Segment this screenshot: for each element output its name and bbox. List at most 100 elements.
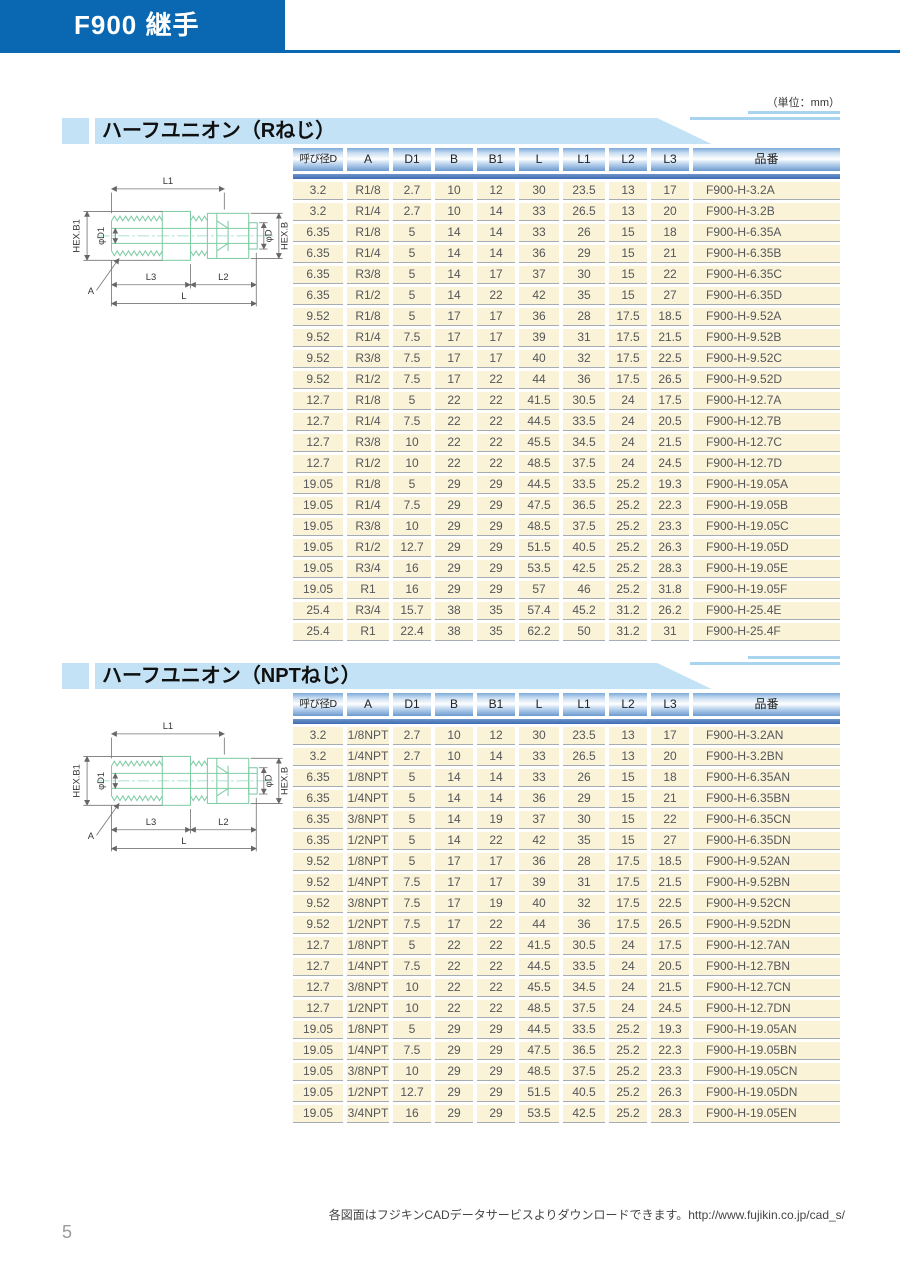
table-cell: F900-H-19.05B (693, 497, 840, 515)
table-cell: 7.5 (393, 350, 431, 368)
column-header: L2 (609, 148, 647, 171)
table-cell: 31.8 (651, 581, 689, 599)
table-cell: 19 (477, 895, 515, 913)
table-cell: 6.35 (293, 832, 343, 850)
table-cell: 22 (477, 371, 515, 389)
table-cell: 26.5 (651, 916, 689, 934)
table-cell: 10 (435, 727, 473, 745)
table-cell: 29 (477, 1105, 515, 1123)
table-cell: 10 (393, 979, 431, 997)
table-cell: 44.5 (519, 413, 559, 431)
table-cell: 17.5 (609, 329, 647, 347)
table-cell: 34.5 (563, 434, 605, 452)
table-cell: 45.5 (519, 979, 559, 997)
table-cell: F900-H-3.2BN (693, 748, 840, 766)
table-cell: 14 (435, 790, 473, 808)
table-cell: 35 (477, 623, 515, 641)
table-cell: 26.2 (651, 602, 689, 620)
column-header: L3 (651, 148, 689, 171)
table-cell: 15 (609, 811, 647, 829)
table-cell: 6.35 (293, 245, 343, 263)
table-cell: 29 (435, 1084, 473, 1102)
table-cell: 26.5 (651, 371, 689, 389)
spec-table-r: 呼び径D A D1 B B1 L L1 L2 L3 品番 3.2 R1/8 2.7 10 12 30 23.5 1… (293, 148, 840, 641)
table-cell: 28.3 (651, 560, 689, 578)
table-cell: 22 (477, 434, 515, 452)
table-cell: 5 (393, 224, 431, 242)
table-cell: 36 (519, 853, 559, 871)
table-cell: 21.5 (651, 329, 689, 347)
table-cell: F900-H-19.05EN (693, 1105, 840, 1123)
banner-gap (89, 118, 95, 144)
table-cell: F900-H-25.4F (693, 623, 840, 641)
table-cell: 23.5 (563, 182, 605, 200)
table-cell: 7.5 (393, 371, 431, 389)
table-cell: 29 (477, 518, 515, 536)
table-cell: F900-H-19.05E (693, 560, 840, 578)
column-header: 呼び径D (293, 693, 343, 716)
table-cell: R1/2 (347, 539, 389, 557)
table-cell: 23.3 (651, 518, 689, 536)
table-cell: 15 (609, 769, 647, 787)
table-cell: 24 (609, 413, 647, 431)
table-cell: 24.5 (651, 455, 689, 473)
table-cell: 21.5 (651, 979, 689, 997)
column-header: B1 (477, 693, 515, 716)
table-cell: 26.5 (563, 748, 605, 766)
table-cell: 29 (477, 1042, 515, 1060)
table-cell: 12.7 (293, 937, 343, 955)
table-cell: 1/8NPT (347, 937, 389, 955)
table-cell: 39 (519, 329, 559, 347)
dim-label-hexb: HEX.B (278, 767, 289, 795)
table-cell: 5 (393, 308, 431, 326)
table-cell: 3/8NPT (347, 895, 389, 913)
table-cell: 29 (435, 476, 473, 494)
table-cell: F900-H-19.05F (693, 581, 840, 599)
table-cell: 24 (609, 937, 647, 955)
table-cell: 31 (651, 623, 689, 641)
dim-label-l3: L3 (146, 816, 156, 827)
table-cell: 2.7 (393, 182, 431, 200)
table-cell: 40 (519, 895, 559, 913)
dim-label-l: L (181, 835, 186, 846)
table-cell: 44 (519, 371, 559, 389)
table-cell: 14 (435, 245, 473, 263)
table-cell: 29 (477, 581, 515, 599)
table-cell: F900-H-9.52AN (693, 853, 840, 871)
table-cell: 20.5 (651, 958, 689, 976)
table-cell: 17 (435, 371, 473, 389)
table-cell: 6.35 (293, 790, 343, 808)
table-cell: 14 (435, 769, 473, 787)
table-cell: 9.52 (293, 329, 343, 347)
table-cell: 27 (651, 832, 689, 850)
table-cell: 33.5 (563, 476, 605, 494)
table-cell: 17 (435, 853, 473, 871)
table-cell: 6.35 (293, 266, 343, 284)
table-cell: 1/4NPT (347, 1042, 389, 1060)
banner-stripe (690, 117, 840, 120)
table-cell: F900-H-9.52BN (693, 874, 840, 892)
table-cell: 24 (609, 958, 647, 976)
dim-label-l: L (181, 290, 186, 301)
table-cell: 5 (393, 1021, 431, 1039)
table-cell: 29 (477, 476, 515, 494)
table-cell: 10 (435, 182, 473, 200)
table-cell: 3/4NPT (347, 1105, 389, 1123)
table-cell: 35 (563, 287, 605, 305)
dim-label-hexb: HEX.B (278, 222, 289, 250)
table-cell: 19.05 (293, 497, 343, 515)
table-cell: 29 (477, 560, 515, 578)
table-cell: 17 (435, 329, 473, 347)
table-cell: 5 (393, 937, 431, 955)
table-cell: 19.3 (651, 476, 689, 494)
section-title: ハーフユニオン（NPTねじ） (102, 665, 361, 687)
table-cell: 32 (563, 895, 605, 913)
table-cell: 18 (651, 769, 689, 787)
table-cell: F900-H-25.4E (693, 602, 840, 620)
table-cell: 3/8NPT (347, 811, 389, 829)
table-cell: 10 (393, 1000, 431, 1018)
table-cell: 44.5 (519, 958, 559, 976)
table-cell: F900-H-6.35C (693, 266, 840, 284)
dim-label-l1: L1 (163, 720, 173, 731)
table-cell: 12.7 (293, 1000, 343, 1018)
